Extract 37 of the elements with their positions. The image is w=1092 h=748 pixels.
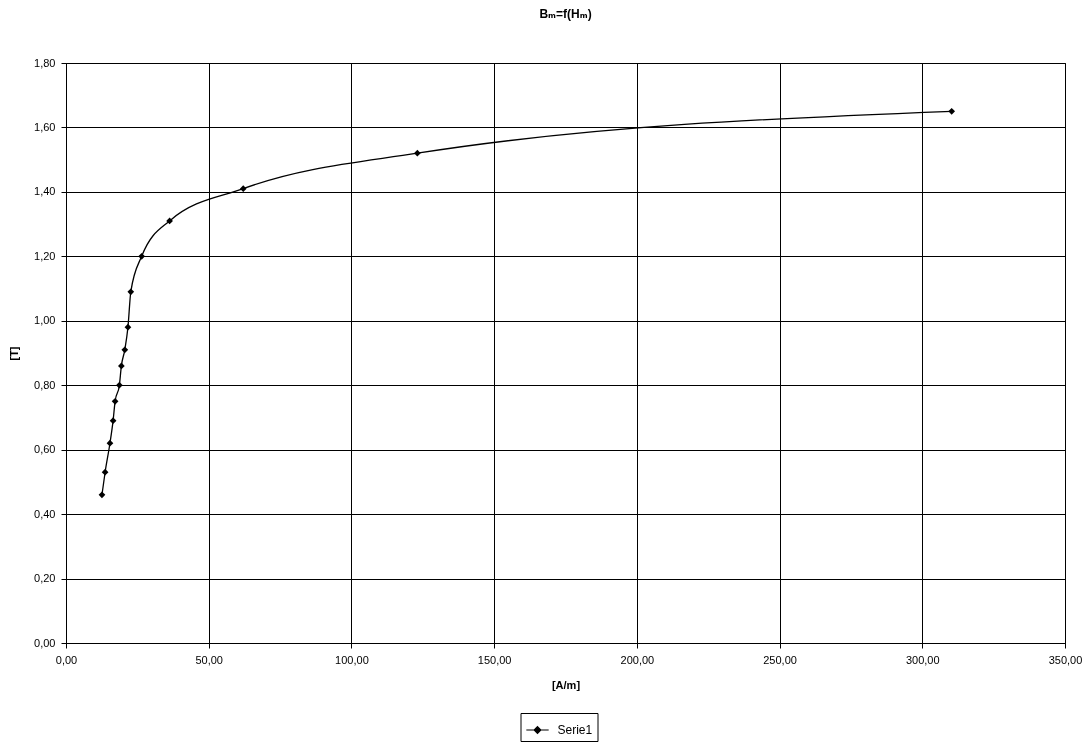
x-tick-label: 200,00 [620, 653, 655, 666]
y-axis-title: [T] [8, 346, 21, 361]
y-tick-label: 1,60 [34, 120, 56, 133]
x-tick-label: 350,00 [1048, 653, 1083, 666]
point [98, 491, 106, 499]
x-tick-label: 0,00 [55, 653, 78, 666]
point [111, 397, 119, 405]
x-tick-label: 150,00 [477, 653, 512, 666]
point [106, 439, 114, 447]
y-tick-label: 0,80 [34, 378, 56, 391]
point [166, 217, 173, 225]
x-tick-label: 300,00 [905, 653, 940, 666]
point [121, 346, 129, 354]
point [138, 252, 145, 260]
x-axis-title: [A/m] [551, 678, 581, 691]
point [414, 149, 421, 157]
point [118, 362, 125, 370]
chart-title: Bₘ=f(Hₘ) [539, 7, 592, 21]
y-tick-label: 1,00 [34, 314, 56, 327]
point [116, 381, 123, 389]
y-tick-label: 0,00 [34, 636, 56, 649]
x-tick-label: 100,00 [335, 653, 369, 666]
y-tick-label: 0,20 [34, 572, 56, 585]
point [239, 185, 247, 193]
point [124, 323, 132, 331]
y-tick-label: 1,80 [34, 56, 56, 69]
y-tick-label: 1,20 [34, 249, 56, 262]
point [109, 417, 117, 425]
y-tick-label: 0,60 [34, 443, 56, 456]
legend-label: Serie1 [557, 723, 593, 737]
y-tick-label: 0,40 [34, 507, 56, 520]
point [127, 288, 135, 296]
point [948, 107, 956, 115]
x-tick-label: 50,00 [195, 653, 223, 666]
y-tick-label: 1,40 [34, 185, 56, 198]
point [101, 468, 109, 476]
x-tick-label: 250,00 [763, 653, 797, 666]
